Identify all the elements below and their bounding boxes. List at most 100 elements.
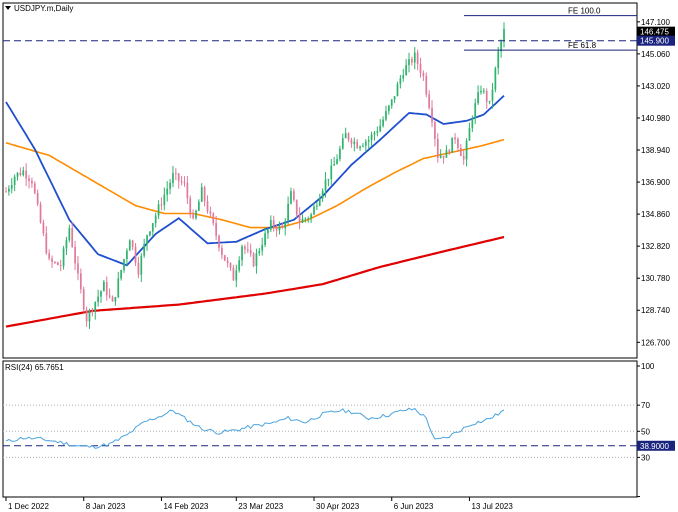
candle-body: [206, 201, 209, 212]
candle-body: [74, 246, 76, 264]
candle-body: [503, 28, 505, 42]
candle-body: [451, 137, 454, 153]
candle-body: [367, 140, 370, 142]
candle-body: [31, 180, 33, 184]
time-tick-label: 1 Dec 2022: [8, 502, 49, 511]
candle-body: [387, 105, 390, 112]
candle-body: [212, 213, 215, 223]
price-tick-label: 136.900: [641, 178, 670, 187]
candle-body: [445, 150, 448, 158]
candle-body: [183, 182, 186, 184]
candle-body: [91, 310, 94, 312]
candle-body: [77, 263, 79, 274]
candle-body: [488, 100, 491, 102]
candle-body: [258, 250, 261, 254]
candle-body: [364, 141, 367, 146]
time-tick-label: 13 Jul 2023: [471, 502, 513, 511]
sma-mid-line: [5, 138, 505, 229]
candle-body: [246, 249, 249, 251]
candle-body: [123, 259, 125, 271]
candle-body: [94, 302, 97, 312]
chart-frame: [2, 2, 638, 498]
candle-body: [100, 291, 102, 297]
candle-body: [448, 150, 451, 153]
candle-body: [436, 138, 439, 158]
candle-body: [468, 128, 471, 141]
rsi-tick-label: 50: [641, 427, 650, 436]
price-pane-border: [2, 2, 638, 359]
candle-body: [480, 90, 482, 93]
candle-body: [313, 206, 315, 215]
candle-body: [442, 155, 445, 158]
price-axis: 147.100 145.060 143.020 140.980 138.940 136.9…: [637, 18, 675, 347]
candle-body: [462, 156, 465, 160]
candle-body: [298, 214, 301, 223]
rsi-title: RSI(24) 65.7651: [5, 363, 64, 372]
candle-body: [330, 165, 333, 179]
candle-body: [218, 235, 220, 248]
candle-body: [408, 59, 410, 66]
candle-body: [146, 235, 148, 244]
time-tick-label: 8 Jan 2023: [86, 502, 126, 511]
candle-body: [13, 176, 16, 185]
candle-body: [36, 193, 39, 205]
candle-body: [304, 218, 307, 220]
candle-body: [221, 247, 223, 256]
chart-menu-icon[interactable]: [5, 6, 11, 10]
candle-body: [310, 214, 312, 219]
candle-body: [336, 159, 338, 165]
candle-body: [373, 132, 376, 135]
candle-body: [359, 146, 361, 149]
candle-body: [215, 222, 218, 236]
price-tick-label: 128.740: [641, 306, 670, 315]
rsi-pane-border: [2, 360, 638, 498]
candle-body: [16, 172, 19, 177]
rsi-axis: 100 70 50 30 38.9000: [637, 362, 675, 498]
candle-body: [497, 51, 500, 69]
rsi-tick-label: 30: [641, 453, 650, 462]
candle-body: [431, 107, 433, 123]
candle-body: [465, 140, 468, 160]
candle-body: [454, 137, 456, 140]
candle-body: [45, 233, 48, 254]
price-tick-label: 132.820: [641, 242, 670, 251]
candle-body: [25, 170, 28, 179]
candle-body: [128, 240, 131, 251]
candle-body: [65, 240, 68, 249]
candle-body: [198, 201, 200, 211]
candle-body: [117, 278, 120, 298]
candle-body: [316, 205, 318, 207]
candle-body: [192, 214, 194, 219]
candle-body: [48, 253, 51, 259]
price-tick-label: 138.940: [641, 146, 670, 155]
candle-body: [405, 65, 407, 76]
candle-body: [485, 90, 488, 102]
candle-body: [307, 218, 310, 220]
price-tick-label: 147.100: [641, 18, 670, 27]
candle-body: [108, 295, 111, 297]
candle-body: [59, 265, 62, 267]
candle-body: [295, 199, 298, 215]
candle-body: [353, 141, 356, 144]
candle-body: [241, 246, 243, 261]
candle-body: [169, 182, 171, 189]
candle-body: [428, 94, 431, 108]
candle-body: [39, 204, 42, 223]
candle-body: [474, 103, 477, 119]
chart-header[interactable]: USDJPY.m,Daily: [5, 4, 73, 13]
candle-body: [200, 187, 203, 202]
candle-body: [131, 240, 134, 247]
candle-body: [281, 225, 284, 229]
price-tick-label: 126.700: [641, 338, 670, 347]
candle-body: [370, 134, 373, 141]
candle-body: [261, 244, 264, 251]
rsi-line: [3, 407, 637, 449]
candle-body: [341, 138, 344, 149]
candle-body: [28, 178, 30, 181]
candle-body: [422, 73, 425, 76]
time-tick-label: 30 Apr 2023: [316, 502, 360, 511]
candle-body: [272, 220, 275, 228]
candle-body: [244, 246, 246, 250]
candle-body: [327, 178, 330, 180]
